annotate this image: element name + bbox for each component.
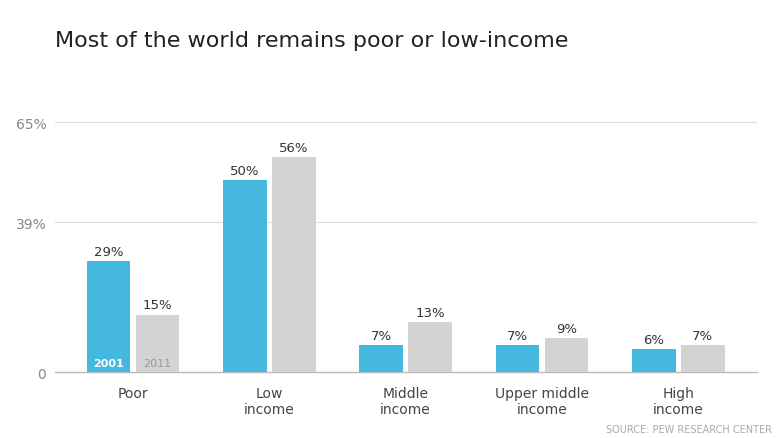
Bar	[632, 350, 675, 372]
Bar	[136, 315, 179, 372]
Text: 15%: 15%	[143, 299, 172, 312]
Text: Most of the world remains poor or low-income: Most of the world remains poor or low-in…	[55, 31, 568, 51]
Bar	[681, 346, 725, 372]
Bar	[87, 261, 130, 372]
Text: 2011: 2011	[144, 358, 172, 368]
Text: 9%: 9%	[556, 322, 577, 335]
Text: 13%: 13%	[415, 307, 445, 319]
Bar	[223, 181, 267, 372]
Text: 7%: 7%	[370, 329, 392, 343]
Text: 7%: 7%	[507, 329, 528, 343]
Text: 29%: 29%	[94, 245, 123, 258]
Text: SOURCE: PEW RESEARCH CENTER: SOURCE: PEW RESEARCH CENTER	[606, 424, 772, 434]
Bar	[544, 338, 588, 372]
Bar	[495, 346, 539, 372]
Bar	[272, 158, 316, 372]
Bar	[408, 322, 452, 372]
Text: 50%: 50%	[230, 165, 260, 178]
Text: 7%: 7%	[693, 329, 714, 343]
Text: 6%: 6%	[644, 333, 665, 346]
Bar	[360, 346, 403, 372]
Text: 2001: 2001	[93, 358, 124, 368]
Text: 56%: 56%	[279, 141, 309, 155]
